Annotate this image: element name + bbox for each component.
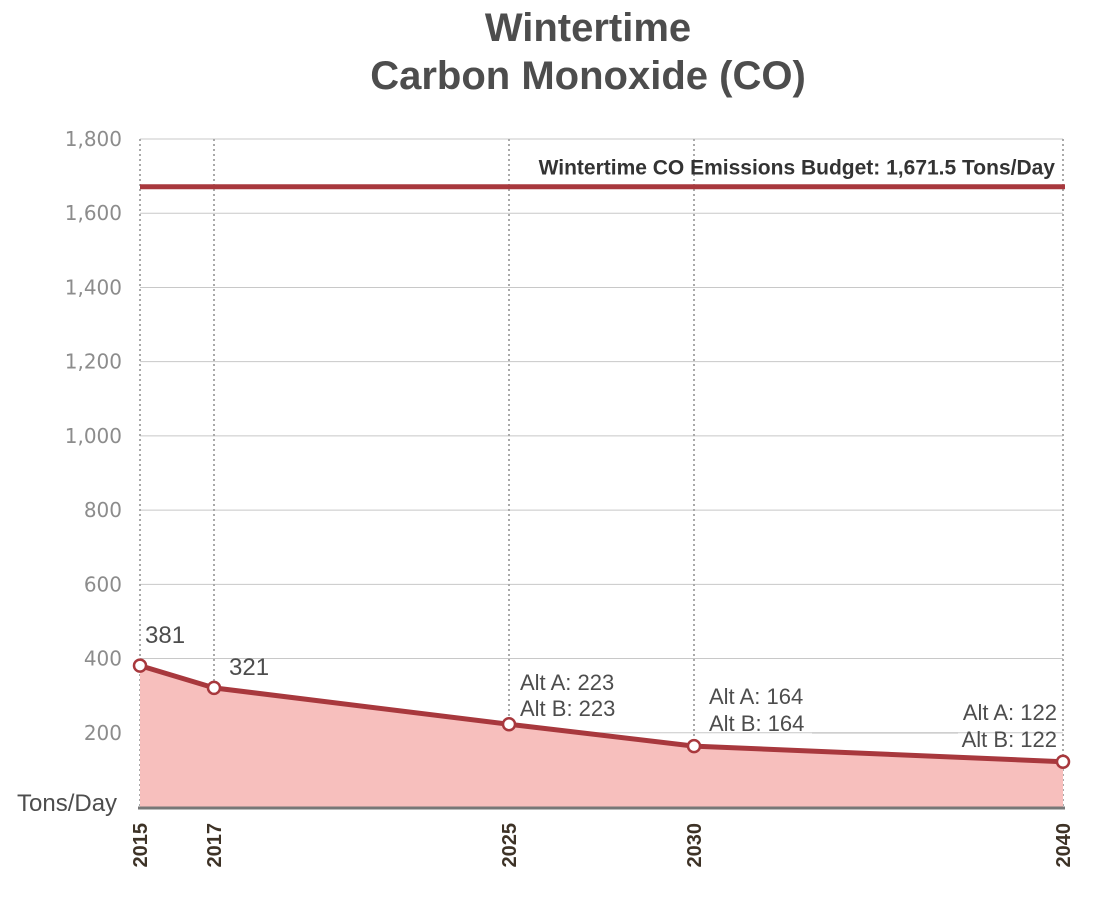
- y-tick-label: 1,200: [65, 350, 122, 374]
- data-label: Alt A: 164: [709, 684, 803, 709]
- chart-title-line-2: Carbon Monoxide (CO): [370, 54, 806, 98]
- data-point: [501, 716, 517, 732]
- data-label: 381: [145, 622, 185, 649]
- y-tick-label: 1,800: [65, 127, 122, 151]
- y-tick-label: 400: [84, 647, 122, 671]
- data-label: Alt A: 122: [963, 700, 1057, 725]
- y-tick-label: 600: [84, 572, 122, 596]
- x-tick-label: 2030: [684, 823, 706, 868]
- x-tick-label: 2017: [204, 823, 226, 868]
- y-tick-label: 800: [84, 498, 122, 522]
- y-tick-label: 1,000: [65, 424, 122, 448]
- data-point: [206, 680, 222, 696]
- chart-title: Wintertime Carbon Monoxide (CO): [0, 4, 1100, 100]
- data-label: 321: [229, 654, 269, 681]
- y-tick-label: 1,400: [65, 275, 122, 299]
- x-tick-label: 2025: [499, 823, 521, 868]
- data-point: [1055, 754, 1071, 769]
- y-tick-label: 1,600: [65, 201, 122, 225]
- data-point: [686, 738, 702, 754]
- y-axis-title: Tons/Day: [17, 790, 117, 817]
- chart-title-line-1: Wintertime: [484, 6, 692, 50]
- data-label: Alt A: 223: [520, 670, 614, 695]
- data-label: Alt B: 122: [962, 727, 1057, 752]
- x-tick-label: 2015: [130, 823, 152, 868]
- data-label: Alt B: 164: [709, 711, 804, 736]
- y-tick-label: 200: [84, 721, 122, 745]
- budget-label: Wintertime CO Emissions Budget: 1,671.5 …: [539, 157, 1056, 180]
- data-point: [132, 658, 148, 673]
- data-label: Alt B: 223: [520, 696, 615, 721]
- x-tick-label: 2040: [1053, 823, 1075, 868]
